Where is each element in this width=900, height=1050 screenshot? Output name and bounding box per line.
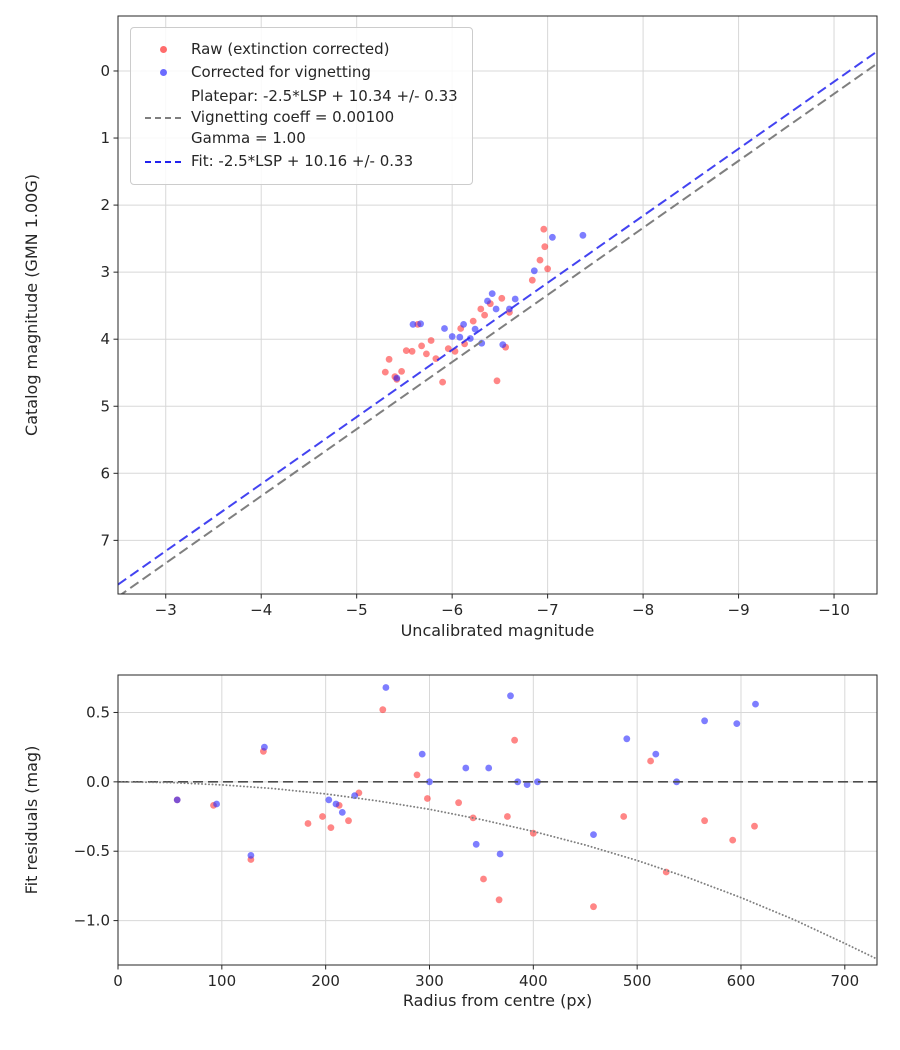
svg-text:−8: −8 (632, 601, 654, 619)
svg-text:0.0: 0.0 (86, 773, 110, 791)
top-chart-ylabel: Catalog magnitude (GMN 1.00G) (22, 174, 41, 436)
svg-text:1: 1 (100, 129, 110, 147)
vignetting-coeff-text: Vignetting coeff = 0.00100 (191, 107, 395, 126)
svg-text:−6: −6 (441, 601, 463, 619)
legend-entry-corrected: Corrected for vignetting (141, 62, 458, 83)
svg-text:−7: −7 (537, 601, 559, 619)
svg-text:3: 3 (100, 263, 110, 281)
svg-text:400: 400 (519, 972, 548, 990)
legend: Raw (extinction corrected) Corrected for… (130, 27, 473, 185)
svg-text:500: 500 (623, 972, 652, 990)
legend-handle (141, 116, 185, 119)
bottom-chart-xlabel: Radius from centre (px) (402, 991, 593, 1010)
svg-text:−4: −4 (250, 601, 272, 619)
svg-text:−10: −10 (818, 601, 850, 619)
chart-series-0 (118, 50, 877, 594)
svg-text:4: 4 (100, 330, 110, 348)
legend-label-fit: Fit: -2.5*LSP + 10.16 +/- 0.33 (191, 152, 414, 171)
svg-text:6: 6 (100, 464, 110, 482)
svg-text:0.5: 0.5 (86, 703, 110, 721)
svg-text:200: 200 (311, 972, 340, 990)
chart-series-1 (118, 684, 877, 960)
legend-entry-fit: Fit: -2.5*LSP + 10.16 +/- 0.33 (141, 151, 458, 172)
svg-text:700: 700 (830, 972, 859, 990)
legend-entry-raw: Raw (extinction corrected) (141, 39, 458, 60)
gamma-text: Gamma = 1.00 (191, 129, 306, 148)
svg-text:−3: −3 (155, 601, 177, 619)
top-chart-xlabel: Uncalibrated magnitude (400, 621, 595, 640)
legend-entry-platepar: Platepar: -2.5*LSP + 10.34 +/- 0.33 Vign… (141, 86, 458, 150)
corrected-scatter-marker-icon (159, 69, 167, 77)
svg-text:7: 7 (100, 531, 110, 549)
legend-handle (141, 46, 185, 54)
legend-handle (141, 161, 185, 164)
legend-label-platepar: Platepar: -2.5*LSP + 10.34 +/- 0.33 Vign… (185, 86, 458, 150)
legend-label-raw: Raw (extinction corrected) (191, 40, 390, 58)
raw-scatter-marker-icon (159, 46, 167, 54)
platepar-fit-text: Platepar: -2.5*LSP + 10.34 +/- 0.33 (191, 86, 458, 105)
svg-text:−0.5: −0.5 (74, 842, 110, 860)
svg-text:0: 0 (113, 972, 123, 990)
svg-text:0: 0 (100, 62, 110, 80)
svg-text:2: 2 (100, 196, 110, 214)
svg-text:300: 300 (415, 972, 444, 990)
platepar-dashed-line-icon (145, 116, 181, 119)
fit-dashed-line-icon (145, 161, 181, 164)
svg-text:5: 5 (100, 397, 110, 415)
svg-text:−5: −5 (346, 601, 368, 619)
svg-text:−9: −9 (728, 601, 750, 619)
bottom-chart-ylabel: Fit residuals (mag) (22, 745, 41, 895)
svg-text:600: 600 (727, 972, 756, 990)
svg-text:100: 100 (208, 972, 237, 990)
legend-handle (141, 69, 185, 77)
svg-text:−1.0: −1.0 (74, 912, 110, 930)
legend-label-corrected: Corrected for vignetting (191, 63, 371, 82)
